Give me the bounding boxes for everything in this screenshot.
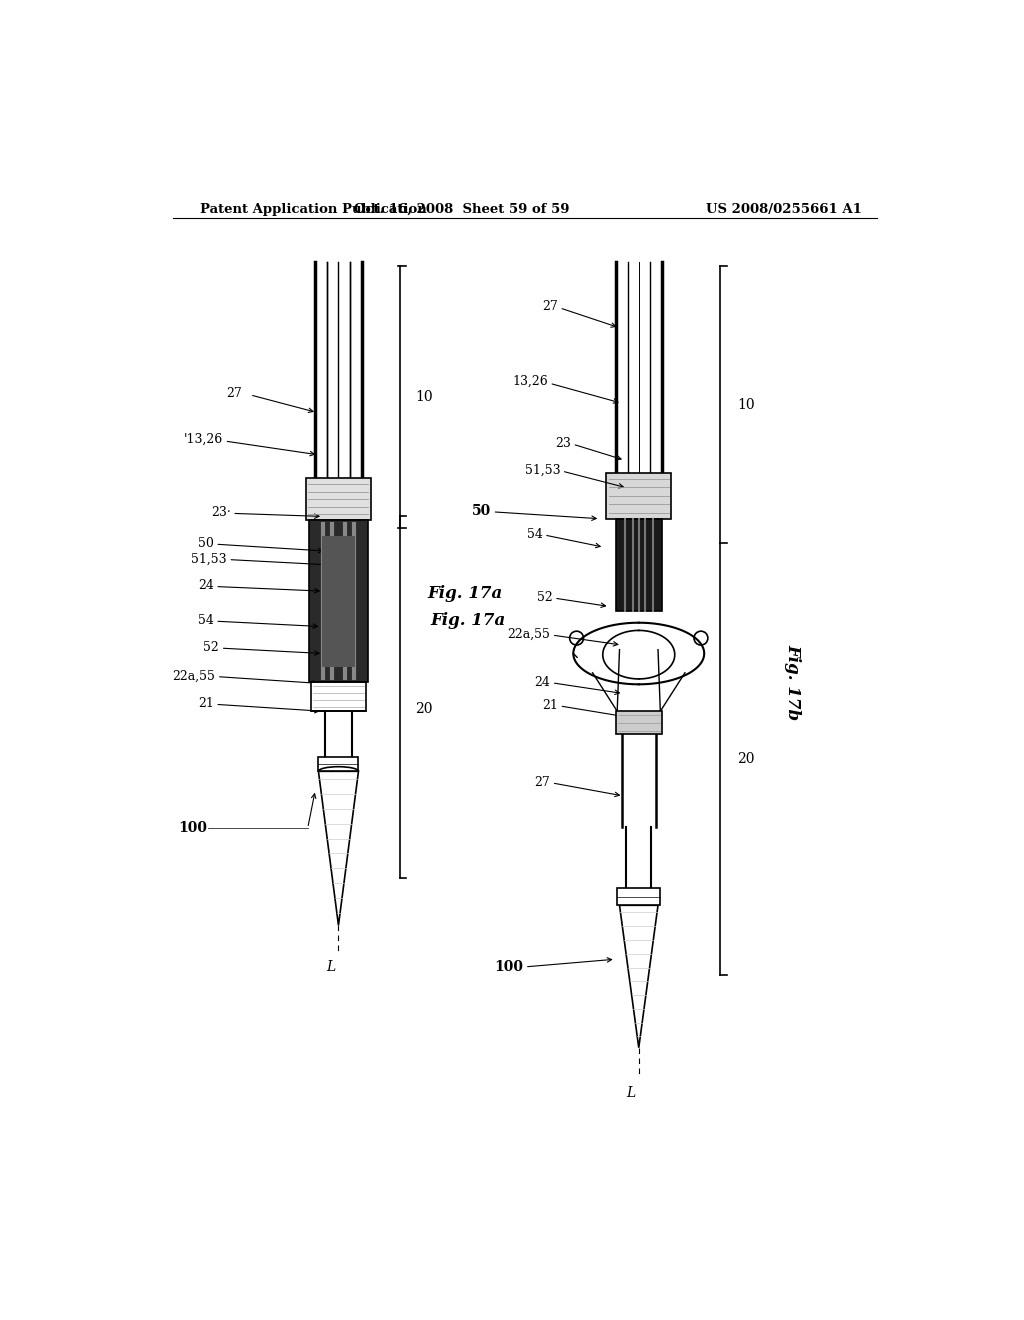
Text: 27: 27 <box>226 387 243 400</box>
Text: 50: 50 <box>198 537 214 550</box>
Bar <box>316 263 360 482</box>
Text: 54: 54 <box>526 528 543 541</box>
Text: L: L <box>326 960 336 974</box>
FancyBboxPatch shape <box>606 473 671 519</box>
Bar <box>318 758 358 771</box>
Bar <box>322 536 355 667</box>
Text: 10: 10 <box>737 397 755 412</box>
Text: 100: 100 <box>495 960 523 974</box>
Text: Patent Application Publication: Patent Application Publication <box>200 203 427 216</box>
Text: 24: 24 <box>198 579 214 593</box>
Text: 24: 24 <box>535 676 550 689</box>
Text: 23·: 23· <box>211 506 230 519</box>
Bar <box>615 711 662 734</box>
Text: Oct. 16, 2008  Sheet 59 of 59: Oct. 16, 2008 Sheet 59 of 59 <box>354 203 569 216</box>
Text: 23: 23 <box>555 437 571 450</box>
Text: 54: 54 <box>198 614 214 627</box>
Text: 20: 20 <box>416 702 433 715</box>
Polygon shape <box>318 771 358 925</box>
Bar <box>617 888 660 906</box>
Text: 21: 21 <box>198 697 214 710</box>
Text: Fig. 17a: Fig. 17a <box>427 585 502 602</box>
Text: 51,53: 51,53 <box>191 552 226 565</box>
Text: 10: 10 <box>416 391 433 404</box>
Text: 21: 21 <box>542 698 558 711</box>
Text: 50: 50 <box>472 504 490 517</box>
Text: 22a,55: 22a,55 <box>507 628 550 640</box>
Text: '13,26: '13,26 <box>183 433 223 446</box>
Text: US 2008/0255661 A1: US 2008/0255661 A1 <box>707 203 862 216</box>
Bar <box>310 682 367 711</box>
Text: L: L <box>627 1086 636 1101</box>
Text: 13,26: 13,26 <box>512 375 548 388</box>
Bar <box>309 520 368 682</box>
Bar <box>616 263 662 482</box>
Text: 20: 20 <box>737 752 755 766</box>
Text: 100: 100 <box>178 821 208 836</box>
Text: 22a,55: 22a,55 <box>172 669 215 682</box>
Text: Fig. 17b: Fig. 17b <box>784 644 801 721</box>
Text: 51,53: 51,53 <box>524 463 560 477</box>
Text: 27: 27 <box>542 300 558 313</box>
Text: 27: 27 <box>535 776 550 788</box>
FancyBboxPatch shape <box>306 478 371 520</box>
Text: 52: 52 <box>204 640 219 653</box>
Bar <box>615 519 662 611</box>
Text: 52: 52 <box>537 591 553 603</box>
Polygon shape <box>620 906 658 1048</box>
Text: Fig. 17a: Fig. 17a <box>431 612 506 628</box>
